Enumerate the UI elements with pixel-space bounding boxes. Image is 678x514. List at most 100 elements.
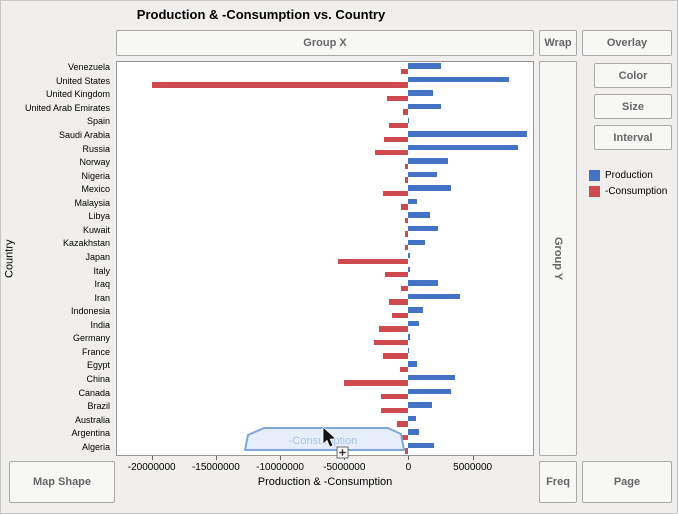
bar-production-canada[interactable]: [408, 388, 451, 394]
category-label-brazil: Brazil: [87, 401, 110, 412]
category-label-australia: Australia: [74, 414, 110, 425]
category-label-russia: Russia: [82, 143, 110, 154]
bar-neg-consumption-algeria[interactable]: [404, 448, 409, 454]
bar-neg-consumption-japan[interactable]: [337, 258, 409, 264]
category-label-iraq: Iraq: [94, 279, 110, 290]
bar-neg-consumption-brazil[interactable]: [381, 407, 409, 413]
bar-neg-consumption-australia[interactable]: [396, 421, 409, 427]
bar-production-brazil[interactable]: [408, 402, 432, 408]
bar-neg-consumption-china[interactable]: [344, 380, 409, 386]
bar-neg-consumption-italy[interactable]: [384, 272, 409, 278]
category-label-norway: Norway: [79, 157, 110, 168]
category-label-malaysia: Malaysia: [74, 197, 110, 208]
bar-neg-consumption-malaysia[interactable]: [401, 204, 409, 210]
bar-production-libya[interactable]: [408, 212, 431, 218]
bar-production-united-kingdom[interactable]: [408, 90, 433, 96]
bar-neg-consumption-saudi-arabia[interactable]: [384, 136, 409, 142]
bar-neg-consumption-nigeria[interactable]: [404, 177, 409, 183]
drop-zone-overlay[interactable]: Overlay: [582, 30, 672, 56]
x-tick-label: -10000000: [256, 462, 304, 473]
category-label-india: India: [90, 319, 110, 330]
category-label-libya: Libya: [88, 211, 110, 222]
x-axis-title: Production & -Consumption: [257, 476, 393, 488]
bar-production-iran[interactable]: [408, 293, 460, 300]
bar-neg-consumption-mexico[interactable]: [382, 190, 409, 197]
bar-production-indonesia[interactable]: [408, 307, 423, 313]
bar-neg-consumption-egypt[interactable]: [400, 366, 409, 373]
x-tick-mark: [151, 456, 153, 460]
category-label-china: China: [86, 373, 110, 384]
drop-zone-color[interactable]: Color: [594, 63, 672, 88]
bar-production-france[interactable]: [408, 347, 410, 354]
bar-neg-consumption-iraq[interactable]: [401, 285, 409, 291]
x-tick-mark: [408, 456, 410, 460]
drop-zone-wrap[interactable]: Wrap: [539, 30, 577, 56]
legend-item-consumption[interactable]: -Consumption: [589, 186, 667, 197]
bar-neg-consumption-france[interactable]: [383, 353, 409, 359]
category-label-algeria: Algeria: [81, 441, 110, 452]
bar-production-mexico[interactable]: [408, 185, 451, 191]
bar-neg-consumption-argentina[interactable]: [401, 434, 409, 441]
category-label-venezuela: Venezuela: [67, 62, 110, 73]
category-label-egypt: Egypt: [86, 360, 110, 371]
bar-production-united-states[interactable]: [408, 76, 509, 83]
drop-zone-map-shape[interactable]: Map Shape: [9, 461, 115, 503]
x-axis-ticks: -20000000 -15000000 -10000000 -5000000 0 5000…: [117, 456, 533, 474]
bar-production-italy[interactable]: [408, 266, 411, 273]
bar-production-nigeria[interactable]: [408, 171, 437, 178]
drop-zone-size[interactable]: Size: [594, 94, 672, 119]
bar-neg-consumption-libya[interactable]: [404, 217, 409, 224]
plot-area[interactable]: [116, 61, 534, 456]
drop-zone-group-y[interactable]: Group Y: [539, 61, 577, 456]
bar-production-saudi-arabia[interactable]: [408, 131, 527, 137]
bar-production-united-arab-emirates[interactable]: [408, 104, 441, 110]
bar-production-spain[interactable]: [408, 117, 410, 123]
category-axis-labels: Venezuela United States United Kingdom Unit…: [1, 61, 113, 456]
bar-production-india[interactable]: [408, 320, 419, 327]
bar-neg-consumption-canada[interactable]: [381, 394, 409, 400]
x-tick-mark: [280, 456, 282, 460]
legend-label-production: Production: [605, 170, 653, 181]
bar-production-iraq[interactable]: [408, 280, 438, 286]
bar-neg-consumption-united-arab-emirates[interactable]: [403, 109, 409, 115]
legend-item-production[interactable]: Production: [589, 170, 667, 181]
bar-neg-consumption-venezuela[interactable]: [400, 68, 409, 75]
bar-neg-consumption-india[interactable]: [378, 326, 409, 332]
bar-production-germany[interactable]: [408, 334, 411, 340]
drop-zone-group-x[interactable]: Group X: [116, 30, 534, 56]
bar-neg-consumption-united-states[interactable]: [151, 82, 409, 88]
bar-neg-consumption-russia[interactable]: [375, 150, 409, 156]
bar-production-algeria[interactable]: [408, 442, 435, 449]
bar-production-russia[interactable]: [408, 144, 518, 151]
legend-label-consumption: -Consumption: [605, 186, 668, 197]
bar-production-argentina[interactable]: [408, 429, 419, 435]
bar-production-malaysia[interactable]: [408, 198, 418, 205]
bar-production-australia[interactable]: [408, 415, 417, 422]
bar-neg-consumption-kazakhstan[interactable]: [405, 244, 409, 251]
x-tick-mark: [472, 456, 474, 460]
bar-neg-consumption-kuwait[interactable]: [404, 231, 409, 237]
bar-neg-consumption-norway[interactable]: [405, 163, 409, 170]
bar-production-china[interactable]: [408, 375, 455, 381]
x-tick-label: 5000000: [453, 462, 493, 473]
drop-zone-page[interactable]: Page: [582, 461, 672, 503]
category-label-saudi-arabia: Saudi Arabia: [58, 130, 110, 141]
bar-production-japan[interactable]: [408, 253, 411, 259]
bar-neg-consumption-germany[interactable]: [374, 339, 409, 346]
bar-production-kuwait[interactable]: [408, 225, 438, 232]
bar-production-kazakhstan[interactable]: [408, 239, 426, 245]
bar-neg-consumption-iran[interactable]: [388, 299, 409, 305]
bar-neg-consumption-spain[interactable]: [389, 122, 409, 129]
category-label-united-arab-emirates: United Arab Emirates: [24, 102, 110, 113]
bar-neg-consumption-united-kingdom[interactable]: [386, 95, 409, 102]
bar-production-venezuela[interactable]: [408, 63, 441, 69]
x-tick-mark: [344, 456, 346, 460]
bar-production-egypt[interactable]: [408, 361, 418, 367]
drop-zone-interval[interactable]: Interval: [594, 125, 672, 150]
x-tick-mark: [215, 456, 217, 460]
bar-neg-consumption-indonesia[interactable]: [392, 312, 409, 319]
bar-production-norway[interactable]: [408, 158, 449, 164]
category-label-indonesia: Indonesia: [70, 306, 110, 317]
chart-title: Production & -Consumption vs. Country: [136, 7, 386, 22]
drop-zone-freq[interactable]: Freq: [539, 461, 577, 503]
